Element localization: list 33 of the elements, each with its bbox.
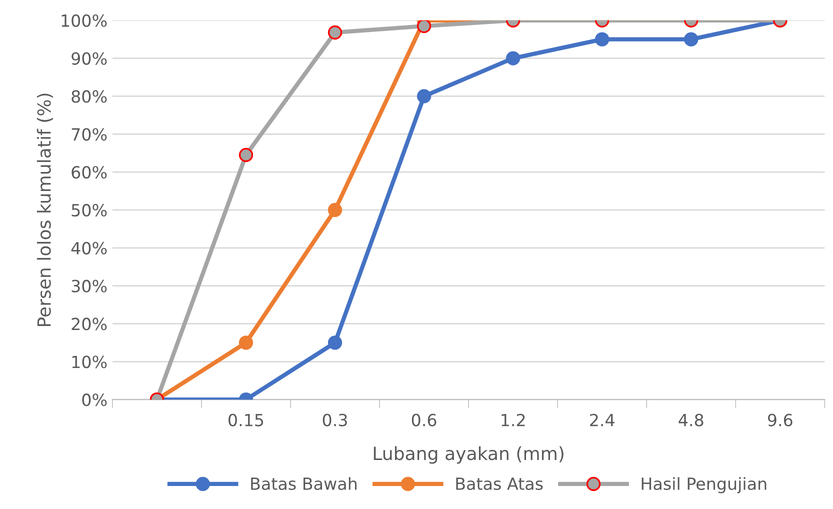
point	[416, 20, 432, 34]
x-tick-label: 2.4	[590, 414, 614, 426]
point	[595, 32, 610, 46]
y-tick-label: 30%	[72, 280, 107, 292]
x-axis-title: Lubang ayakan (mm)	[374, 446, 564, 464]
y-tick-label: 0%	[82, 394, 107, 406]
legend-label: Hasil Pengujian	[642, 477, 766, 494]
point	[684, 32, 698, 46]
point	[506, 51, 520, 66]
point	[416, 89, 432, 104]
point	[328, 25, 342, 40]
y-tick-label: 10%	[72, 356, 107, 368]
y-tick-label: 50%	[72, 204, 107, 217]
point	[328, 202, 342, 218]
x-tick-label: 4.8	[678, 414, 704, 426]
point	[238, 336, 254, 350]
y-axis-title: Persen lolos kumulatif (%)	[36, 94, 54, 326]
y-tick-label: 100%	[62, 14, 107, 27]
legend-label: Batas Atas	[456, 478, 543, 490]
y-tick-label: 70%	[72, 128, 107, 141]
y-tick-label: 20%	[72, 318, 107, 330]
y-tick-label: 90%	[72, 52, 107, 65]
x-tick-label: 1.2	[502, 414, 525, 426]
y-tick-label: 80%	[72, 90, 107, 103]
x-tick-label: 0.6	[412, 414, 436, 426]
y-tick-label: 40%	[71, 242, 107, 254]
x-tick-label: 0.3	[322, 414, 347, 426]
y-tick-label: 60%	[72, 166, 107, 179]
x-tick-label: 0.15	[228, 414, 264, 426]
x-tick-label: 9.6	[768, 414, 792, 426]
point	[238, 148, 254, 162]
point	[328, 336, 342, 350]
legend-label: Batas Bawah	[251, 477, 357, 490]
